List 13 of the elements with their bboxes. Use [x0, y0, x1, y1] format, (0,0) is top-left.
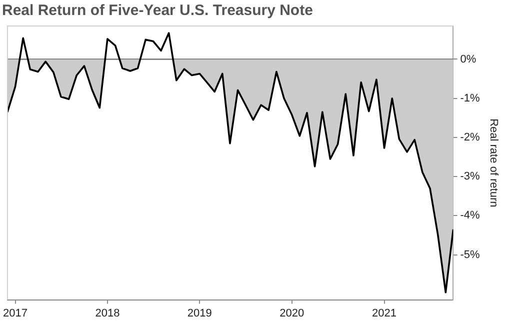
y-tick-label: -1% — [460, 92, 480, 104]
x-tick-label: 2017 — [3, 307, 28, 320]
x-tick-label: 2020 — [280, 307, 304, 320]
x-tick-label: 2018 — [95, 307, 120, 320]
y-tick-label: 0% — [460, 53, 476, 66]
y-tick-label: -5% — [460, 248, 480, 261]
y-tick-label: -4% — [460, 210, 480, 222]
y-tick-label: -3% — [460, 170, 480, 183]
chart-title: Real Return of Five-Year U.S. Treasury Note — [2, 2, 313, 20]
y-tick-label: -2% — [460, 132, 480, 144]
x-tick-label: 2021 — [372, 307, 397, 320]
y-axis-title: Real rate of return — [487, 118, 500, 208]
x-tick-label: 2019 — [187, 307, 212, 320]
